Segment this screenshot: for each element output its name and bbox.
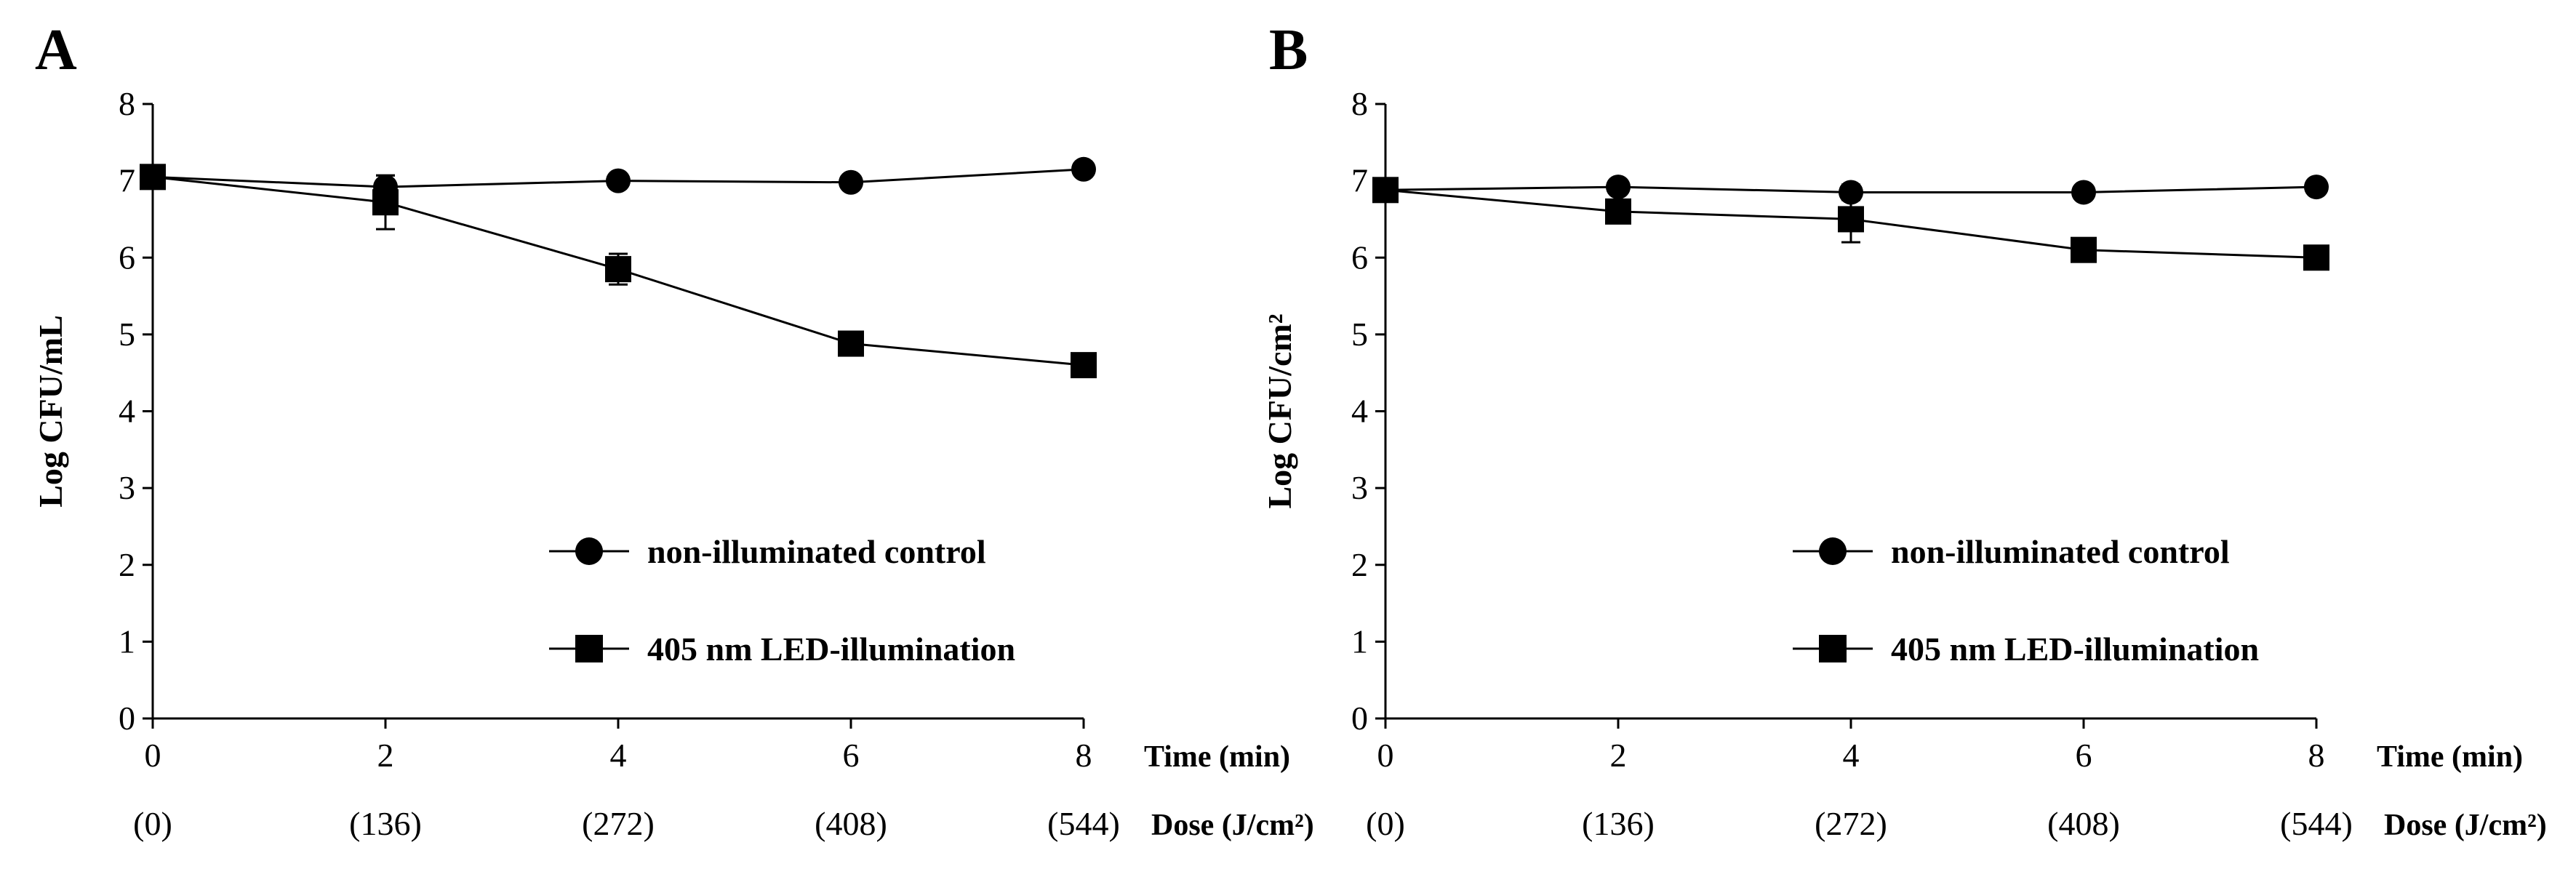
y-tick-label: 0 (119, 700, 135, 737)
data-point-circle (606, 168, 631, 193)
data-point-circle (1606, 175, 1631, 200)
data-point-circle (1071, 156, 1096, 182)
legend-label: non-illuminated control (1891, 533, 2230, 570)
dose-tick-label: (272) (582, 805, 655, 842)
dose-tick-label: (272) (1815, 805, 1887, 842)
x-axis-title: Time (min) (1144, 740, 1290, 774)
data-point-circle (1839, 180, 1863, 205)
y-axis-title: Log CFU/cm² (1261, 313, 1298, 508)
data-point-circle (839, 169, 863, 195)
dose-tick-label: (136) (349, 805, 422, 842)
legend-label: non-illuminated control (647, 533, 986, 570)
data-point-square (2303, 244, 2329, 271)
y-tick-label: 5 (119, 316, 135, 353)
x-tick-label: 8 (1076, 737, 1092, 774)
x-tick-label: 4 (610, 737, 627, 774)
y-tick-label: 2 (1351, 546, 1368, 583)
y-tick-label: 7 (1351, 162, 1368, 199)
y-tick-label: 5 (1351, 316, 1368, 353)
data-point-square (1372, 177, 1399, 204)
x-tick-label: 2 (1610, 737, 1627, 774)
data-point-square (838, 330, 864, 357)
y-tick-label: 4 (1351, 393, 1368, 430)
x-tick-label: 0 (145, 737, 161, 774)
y-tick-label: 3 (119, 469, 135, 506)
dose-tick-label: (0) (133, 805, 172, 842)
dose-tick-label: (544) (1047, 805, 1120, 842)
legend-marker-square (1819, 635, 1847, 662)
dose-axis-title: Dose (J/cm²) (1151, 809, 1314, 842)
legend-marker-circle (1819, 537, 1847, 565)
x-tick-label: 6 (843, 737, 860, 774)
y-tick-label: 1 (1351, 622, 1368, 660)
dose-tick-label: (408) (2047, 805, 2120, 842)
data-point-square (1838, 206, 1864, 233)
y-axis-title: Log CFU/mL (32, 315, 69, 508)
x-tick-label: 8 (2308, 737, 2325, 774)
dose-axis-title: Dose (J/cm²) (2384, 809, 2547, 842)
legend-marker-circle (575, 537, 603, 565)
y-tick-label: 6 (1351, 239, 1368, 276)
dose-tick-label: (136) (1582, 805, 1655, 842)
legend-label: 405 nm LED-illumination (1891, 630, 2259, 668)
data-point-square (605, 256, 631, 283)
y-tick-label: 2 (119, 546, 135, 583)
data-point-circle (2071, 180, 2096, 205)
y-tick-label: 1 (119, 622, 135, 660)
y-tick-label: 6 (119, 239, 135, 276)
x-tick-label: 2 (377, 737, 394, 774)
panel-label: A (35, 18, 77, 82)
data-point-circle (2304, 175, 2329, 200)
dose-tick-label: (408) (815, 805, 887, 842)
y-tick-label: 7 (119, 162, 135, 199)
panel-label: B (1269, 18, 1308, 82)
legend-marker-square (575, 635, 603, 662)
x-tick-label: 4 (1843, 737, 1860, 774)
y-tick-label: 3 (1351, 469, 1368, 506)
legend-label: 405 nm LED-illumination (647, 630, 1015, 668)
dose-tick-label: (544) (2280, 805, 2353, 842)
x-tick-label: 6 (2076, 737, 2092, 774)
data-point-square (2071, 236, 2097, 263)
data-point-square (372, 189, 399, 216)
data-point-square (1605, 198, 1631, 225)
y-tick-label: 0 (1351, 700, 1368, 737)
x-axis-title: Time (min) (2377, 740, 2523, 774)
y-tick-label: 4 (119, 393, 135, 430)
data-point-square (1071, 352, 1097, 379)
data-point-square (140, 164, 166, 191)
y-tick-label: 8 (119, 85, 135, 122)
x-tick-label: 0 (1377, 737, 1394, 774)
dose-tick-label: (0) (1366, 805, 1405, 842)
y-tick-label: 8 (1351, 85, 1368, 122)
